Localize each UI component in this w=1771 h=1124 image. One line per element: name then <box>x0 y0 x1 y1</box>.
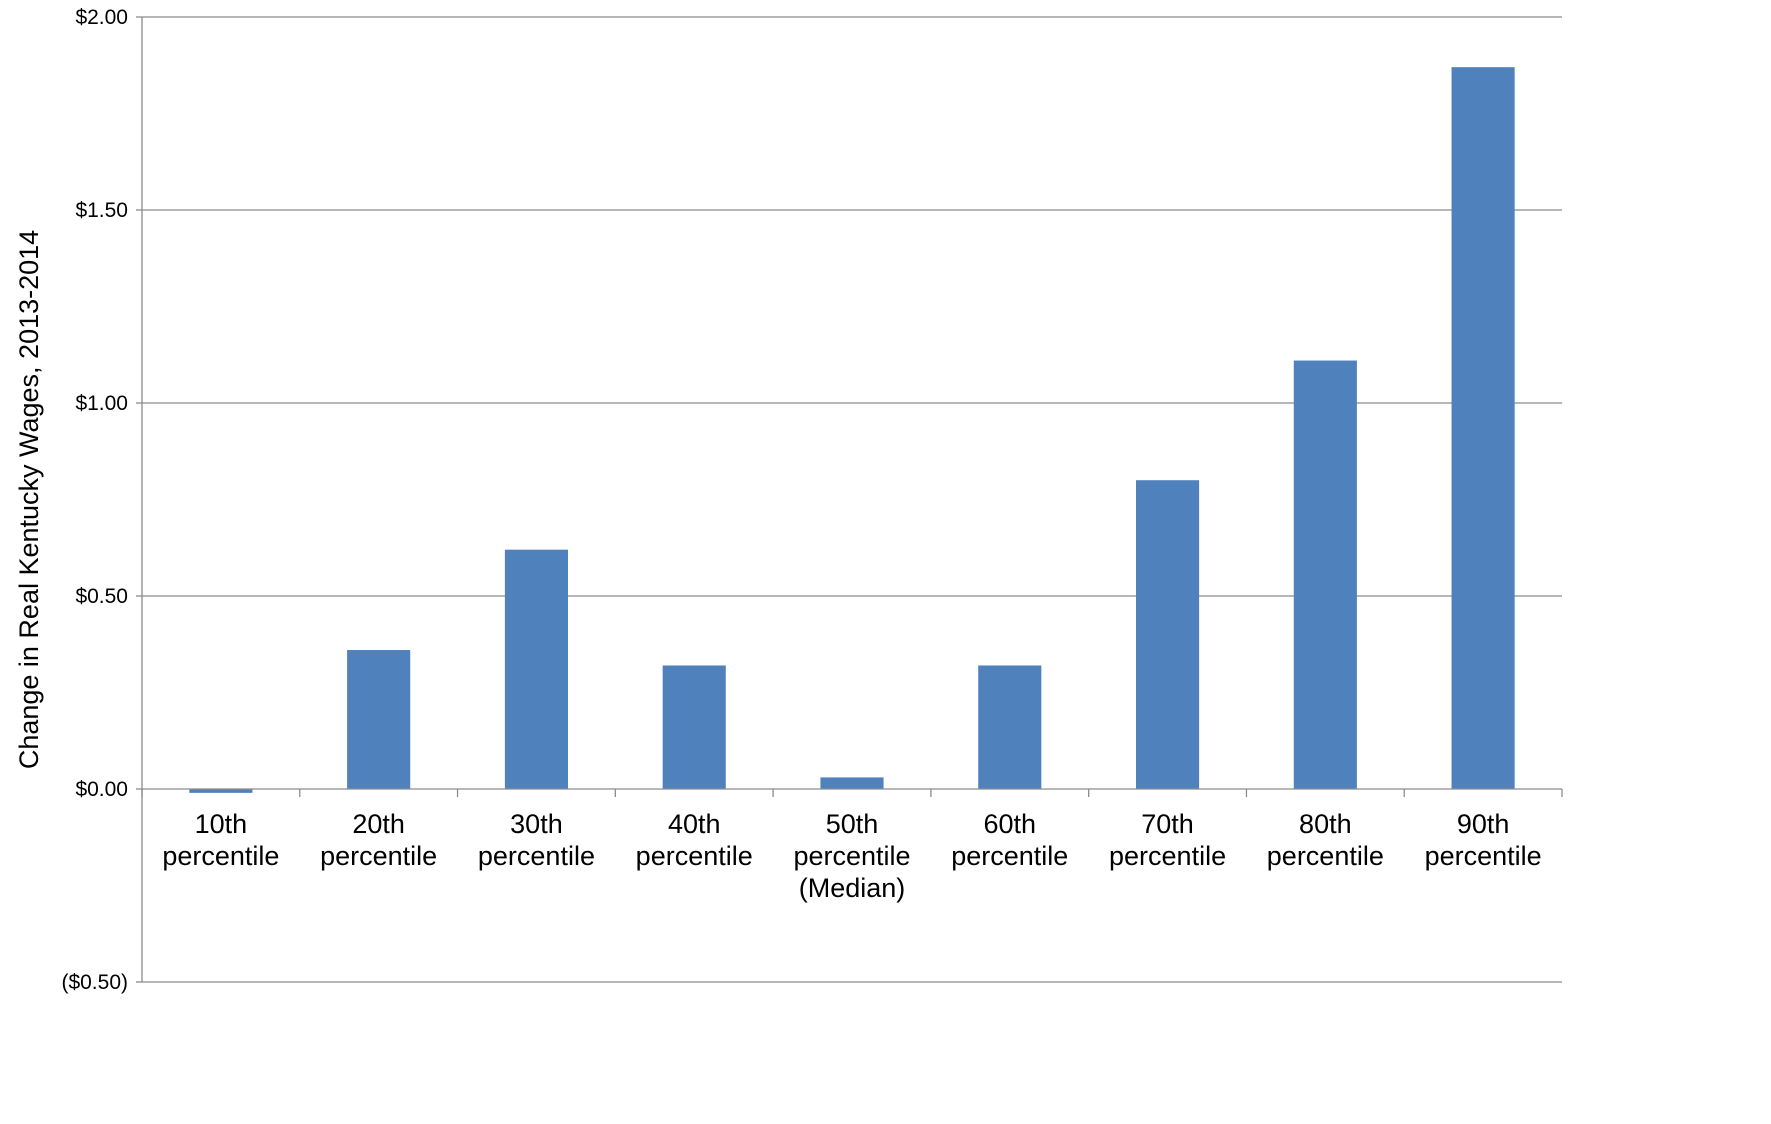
x-category-label: 90th percentile <box>1425 809 1542 871</box>
y-tick-label: $0.50 <box>75 585 128 608</box>
x-category-label: 70th percentile <box>1109 809 1226 871</box>
bar <box>1451 67 1515 790</box>
x-category-labels: 10th percentile 20th percentile 30th percenti… <box>162 809 1541 903</box>
x-category-label: 80th percentile <box>1267 809 1384 871</box>
x-category-label: 20th percentile <box>320 809 437 871</box>
bar <box>978 665 1042 789</box>
bar <box>662 665 726 789</box>
y-tick-labels: ($0.50) $0.00 $0.50 $1.00 $1.50 $2.00 <box>61 6 128 994</box>
y-tick-label: $0.00 <box>75 778 128 801</box>
y-tick-label: $1.00 <box>75 392 128 415</box>
bar <box>820 777 884 789</box>
axes <box>136 16 1563 983</box>
x-category-label: 50th percentile (Median) <box>793 809 910 903</box>
y-tick-label: ($0.50) <box>61 971 128 994</box>
bar <box>347 650 411 789</box>
x-category-label: 30th percentile <box>478 809 595 871</box>
bar <box>189 789 253 793</box>
y-tick-label: $2.00 <box>75 6 128 29</box>
bar <box>1293 360 1357 789</box>
x-category-label: 40th percentile <box>636 809 753 871</box>
bar <box>504 549 568 789</box>
bar <box>1136 480 1200 789</box>
x-category-label: 10th percentile <box>162 809 279 871</box>
y-axis-title: Change in Real Kentucky Wages, 2013-2014 <box>14 230 44 769</box>
bars <box>189 67 1515 793</box>
x-category-label: 60th percentile <box>951 809 1068 871</box>
y-tick-label: $1.50 <box>75 199 128 222</box>
